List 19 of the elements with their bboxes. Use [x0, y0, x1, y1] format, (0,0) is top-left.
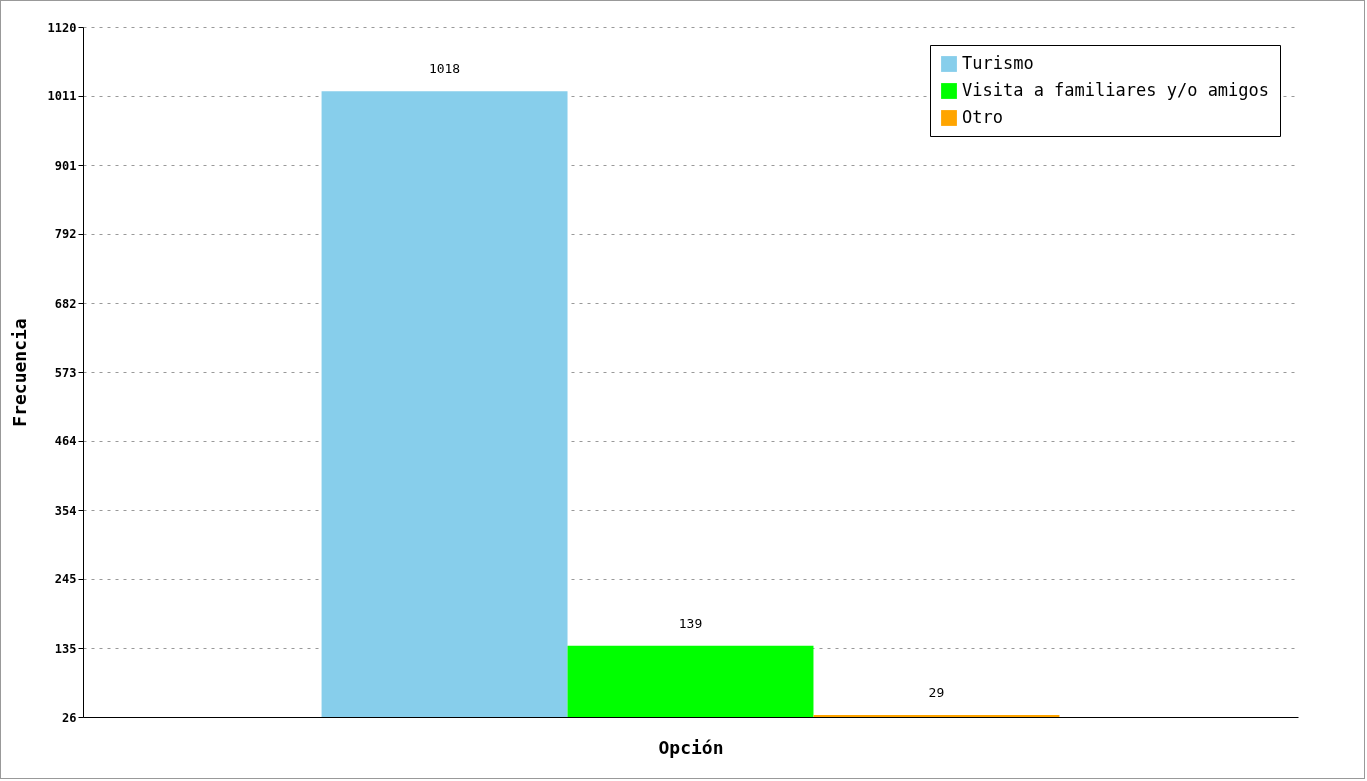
y-tick-label: 135 [54, 641, 77, 656]
y-tick-label: 901 [54, 158, 77, 173]
legend-label: Turismo [962, 53, 1034, 73]
legend-label: Otro [962, 107, 1003, 127]
data-label: 1018 [428, 61, 461, 77]
y-tick-label: 26 [62, 710, 77, 725]
legend-label: Visita a familiares y/o amigos [962, 80, 1270, 100]
y-tick-label: 245 [54, 572, 77, 587]
y-tick-label: 464 [54, 434, 77, 449]
y-axis-title: Frecuencia [8, 318, 30, 427]
data-label: 139 [678, 615, 703, 631]
y-tick-label: 1011 [47, 89, 77, 104]
x-axis-title: Opción [658, 736, 724, 758]
y-tick-label: 573 [54, 365, 77, 380]
y-tick-label: 792 [54, 227, 77, 242]
y-tick-label: 354 [54, 503, 77, 518]
y-tick-label: 1120 [47, 20, 77, 35]
data-label: 29 [928, 685, 945, 701]
y-tick-label: 682 [54, 296, 77, 311]
